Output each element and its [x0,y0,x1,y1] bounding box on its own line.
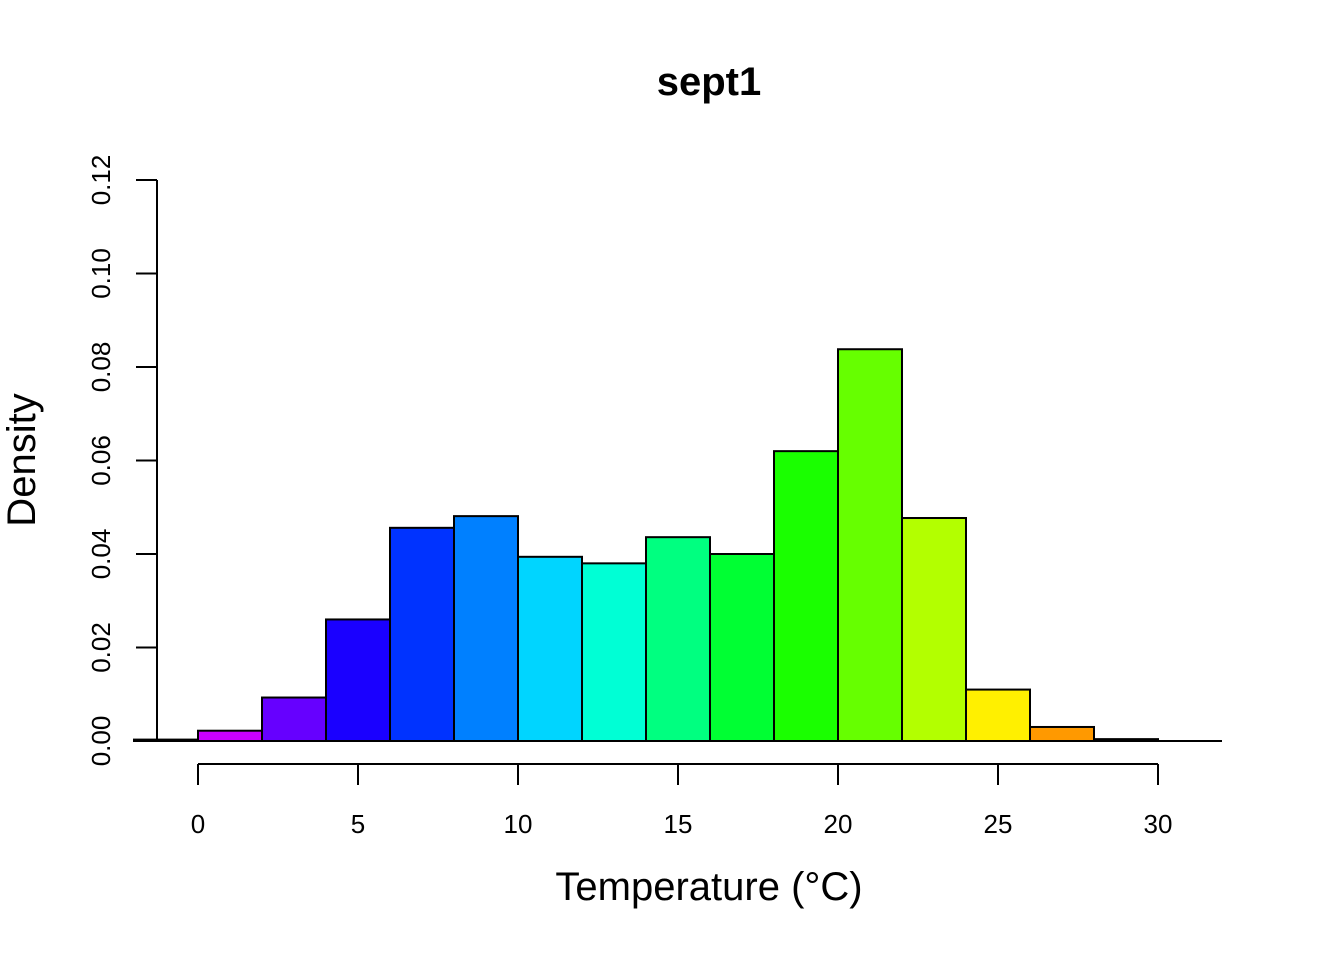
x-tick-label: 5 [351,809,365,839]
y-tick-label: 0.00 [86,716,116,767]
y-tick-label: 0.12 [86,155,116,206]
x-axis: 0 5 10 15 20 25 30 [191,763,1173,839]
y-tick-label: 0.02 [86,622,116,673]
histogram-bar-3 [325,618,391,743]
y-tick-label: 0.08 [86,342,116,393]
x-tick-label: 0 [191,809,205,839]
histogram-bar-10 [773,450,839,742]
histogram-bar-12 [901,517,967,742]
x-tick-label: 20 [824,809,853,839]
histogram-bar-9 [709,553,775,742]
y-axis-title: Density [0,393,44,526]
y-tick-label: 0.10 [86,248,116,299]
x-axis-title: Temperature (°C) [555,865,862,909]
histogram-bar-8 [645,536,711,742]
y-tick-label: 0.06 [86,435,116,486]
x-tick-label: 25 [984,809,1013,839]
histogram-bar-4 [389,526,455,742]
histogram-bar-2 [261,696,327,743]
histogram-bar-14 [1029,725,1095,742]
histogram-bar-1 [197,729,263,743]
histogram-bar-5 [453,515,519,742]
histogram-bar-11 [837,348,903,742]
bars-group [133,348,1222,743]
histogram-bar-13 [965,688,1031,743]
x-tick-label: 30 [1144,809,1173,839]
y-axis: 0.00 0.02 0.04 0.06 0.08 0.10 0.12 [86,155,158,767]
y-tick-label: 0.04 [86,529,116,580]
histogram-bar-6 [517,555,583,742]
histogram-bar-7 [581,562,647,742]
chart-title: sept1 [657,60,762,104]
x-tick-label: 15 [664,809,693,839]
x-tick-label: 10 [504,809,533,839]
